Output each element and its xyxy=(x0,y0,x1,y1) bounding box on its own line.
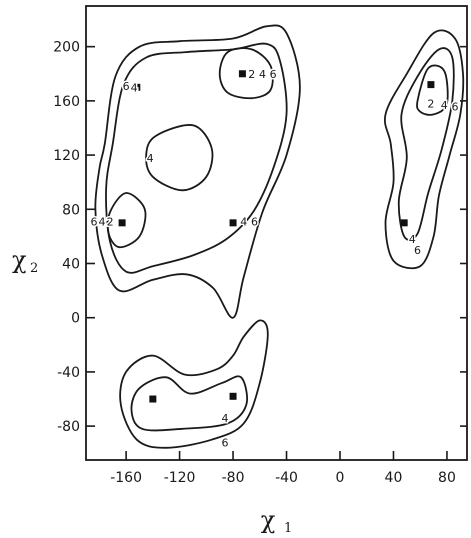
y-tick-label-4: 80 xyxy=(62,202,80,218)
x-tick-label-3: -40 xyxy=(275,470,298,486)
contour-label-5: 4 xyxy=(147,152,154,165)
x-axis-title-subscript: 1 xyxy=(284,521,292,536)
x-tick-label-6: 80 xyxy=(438,470,456,486)
x-axis-title: χ xyxy=(261,506,276,534)
contour-label-10: 6 xyxy=(251,215,258,228)
contour-level-2-2 xyxy=(218,47,274,100)
minimum-marker-2 xyxy=(118,219,126,227)
contour-level-4-3 xyxy=(145,124,214,192)
x-axis-ticks: -160 -120 -80 -40 0 40 80 xyxy=(110,451,456,486)
x-tick-label-5: 40 xyxy=(385,470,403,486)
contour-label-0: 6 xyxy=(123,80,130,93)
contour-label-13: 6 xyxy=(451,100,458,113)
contour-label-7: 4 xyxy=(99,215,106,228)
contour-label-2: 2 xyxy=(248,68,255,81)
contour-label-3: 4 xyxy=(259,68,266,81)
y-tick-label-0: -80 xyxy=(57,419,80,435)
y-tick-label-7: 200 xyxy=(53,40,80,56)
y-tick-label-3: 40 xyxy=(62,256,80,272)
y-tick-label-5: 120 xyxy=(53,148,80,164)
y-axis-title: χ xyxy=(12,246,27,274)
contour-level-4-9 xyxy=(130,375,248,432)
x-tick-label-0: -160 xyxy=(110,470,142,486)
contour-level-2-7 xyxy=(416,64,449,116)
minimum-markers xyxy=(118,70,435,403)
contour-level-4-6 xyxy=(397,47,455,241)
y-axis-title-subscript: 2 xyxy=(30,261,38,276)
y-tick-label-2: 0 xyxy=(71,311,80,327)
x-tick-label-2: -80 xyxy=(222,470,245,486)
minimum-marker-5 xyxy=(400,219,408,227)
contour-label-6: 6 xyxy=(91,215,98,228)
contour-label-9: 4 xyxy=(240,215,247,228)
minimum-marker-0 xyxy=(133,83,141,91)
contour-level-2-4 xyxy=(106,192,147,249)
y-tick-label-1: -40 xyxy=(57,365,80,381)
minimum-marker-6 xyxy=(149,395,157,403)
contour-label-8: 2 xyxy=(107,215,114,228)
contour-label-11: 2 xyxy=(427,98,434,111)
y-axis-ticks: -80 -40 0 40 80 120 160 200 xyxy=(53,40,467,435)
y-tick-label-6: 160 xyxy=(53,94,80,110)
contour-label-14: 4 xyxy=(409,233,416,246)
contour-level-4-1 xyxy=(105,42,288,274)
contour-level-6-0 xyxy=(94,24,301,319)
contour-label-1: 4 xyxy=(131,81,138,94)
x-tick-label-1: -120 xyxy=(164,470,196,486)
plot-frame xyxy=(85,5,468,461)
contour-label-4: 6 xyxy=(270,68,277,81)
contour-lines xyxy=(94,24,465,449)
contour-label-17: 6 xyxy=(222,436,229,449)
minimum-marker-1 xyxy=(238,70,246,78)
x-tick-label-4: 0 xyxy=(336,470,345,486)
minimum-marker-3 xyxy=(229,219,237,227)
contour-label-16: 4 xyxy=(222,412,229,425)
contour-level-6-8 xyxy=(119,319,269,449)
contour-level-6-5 xyxy=(383,29,465,270)
contour-label-15: 6 xyxy=(414,244,421,257)
minimum-marker-7 xyxy=(229,392,237,400)
contour-label-12: 4 xyxy=(441,99,448,112)
minimum-marker-4 xyxy=(427,81,435,89)
